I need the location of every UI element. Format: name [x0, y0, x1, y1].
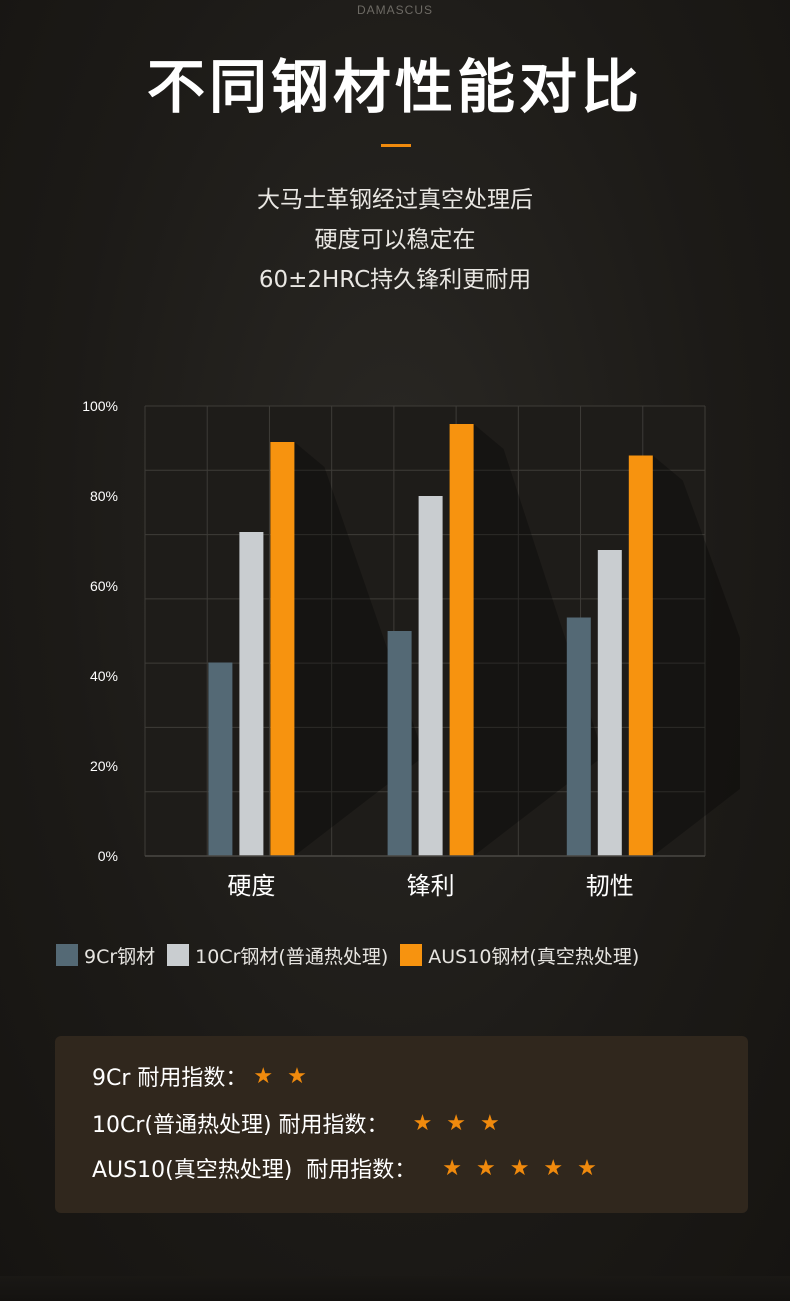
bar — [628, 455, 653, 856]
rating-row-10cr: 10Cr(普通热处理) 耐用指数： ★★★ — [92, 1108, 514, 1139]
y-tick-label: 80% — [90, 488, 118, 504]
page-title: 不同钢材性能对比 — [146, 53, 643, 121]
legend-swatch — [167, 944, 190, 966]
x-tick-label: 锋利 — [407, 872, 455, 900]
subtitle-line-1: 大马士革钢经过真空处理后 — [257, 187, 533, 213]
durability-panel: 9Cr 耐用指数： ★★ 10Cr(普通热处理) 耐用指数： ★★★ AUS10… — [55, 1036, 748, 1213]
legend-label: 10Cr钢材(普通热处理) — [195, 945, 389, 968]
subtitle-line-3: 60±2HRC持久锋利更耐用 — [258, 267, 532, 293]
x-tick-label: 硬度 — [227, 872, 275, 900]
legend-swatch — [400, 944, 423, 966]
subtitle-line-2: 硬度可以稳定在 — [314, 227, 476, 253]
bar — [270, 442, 295, 856]
rating-label: 9Cr 耐用指数： — [92, 1066, 248, 1091]
bottom-band — [0, 1276, 790, 1301]
rating-label: AUS10(真空热处理) 耐用指数： — [92, 1158, 417, 1183]
star-rating-icon: ★★ — [253, 1063, 321, 1089]
rating-row-aus10: AUS10(真空热处理) 耐用指数： ★★★★★ — [92, 1153, 611, 1184]
bar — [239, 532, 264, 856]
bar — [566, 617, 591, 856]
y-tick-label: 60% — [90, 578, 118, 594]
bar-chart: 0% 20% 40% 60% 80% 100% 硬度 锋利 韧性 — [82, 398, 740, 900]
bar — [208, 662, 233, 856]
subtitle: 大马士革钢经过真空处理后 硬度可以稳定在 60±2HRC持久锋利更耐用 — [0, 180, 790, 300]
bar — [418, 496, 443, 856]
legend-label: AUS10钢材(真空热处理) — [428, 945, 640, 968]
brand-label: DAMASCUS — [356, 3, 433, 17]
title-divider — [381, 144, 411, 147]
legend-swatch — [56, 944, 78, 966]
bar — [597, 550, 622, 856]
rating-label: 10Cr(普通热处理) 耐用指数： — [92, 1113, 389, 1138]
chart-legend: 9Cr钢材 10Cr钢材(普通热处理) AUS10钢材(真空热处理) — [56, 942, 651, 968]
rating-row-9cr: 9Cr 耐用指数： ★★ — [92, 1061, 321, 1092]
legend-item-9cr: 9Cr钢材 — [56, 942, 155, 969]
bar — [449, 424, 474, 856]
y-tick-label: 100% — [82, 398, 118, 414]
star-rating-icon: ★★★ — [412, 1110, 514, 1136]
legend-item-aus10: AUS10钢材(真空热处理) — [400, 942, 639, 969]
y-tick-label: 20% — [90, 758, 118, 774]
y-tick-label: 0% — [98, 848, 118, 864]
bar — [387, 631, 412, 856]
legend-label: 9Cr钢材 — [84, 945, 156, 968]
x-tick-label: 韧性 — [586, 872, 634, 900]
legend-item-10cr: 10Cr钢材(普通热处理) — [167, 942, 388, 969]
bar-shadow — [652, 455, 740, 856]
y-tick-label: 40% — [90, 668, 118, 684]
star-rating-icon: ★★★★★ — [442, 1155, 611, 1181]
